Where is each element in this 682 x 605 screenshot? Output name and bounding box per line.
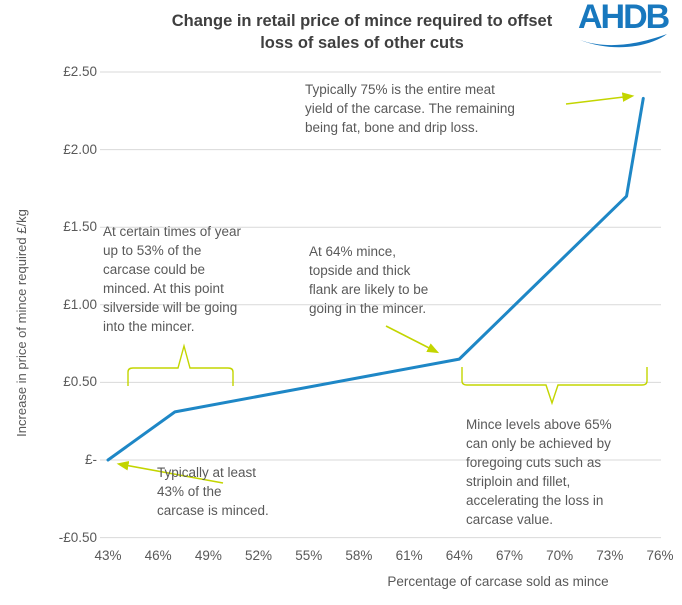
annotation-75pct-meat-yield: Typically 75% is the entire meat yield o… (305, 80, 515, 137)
annotation-line: carcase value. (466, 512, 554, 527)
arrow-to-75pct-peak (565, 92, 635, 105)
annotation-arrows (116, 92, 635, 484)
y-tick-label: £1.00 (63, 296, 97, 312)
y-tick-label: £2.00 (63, 141, 97, 157)
arrow-to-43pct-start (116, 461, 224, 484)
x-tick-label: 43% (94, 548, 122, 563)
annotation-line: up to 53% of the (103, 243, 202, 258)
x-tick-label: 55% (295, 548, 323, 563)
annotation-line: Typically at least (157, 465, 257, 480)
annotation-line: striploin and fillet, (466, 474, 571, 489)
annotation-line: minced. At this point (103, 281, 224, 296)
y-tick-label: £- (84, 452, 97, 467)
ahdb-logo-text: AHDB (578, 0, 670, 36)
annotation-line: foregoing cuts such as (466, 455, 602, 470)
x-tick-label: 49% (194, 548, 222, 563)
annotation-line: yield of the carcase. The remaining (305, 101, 515, 116)
brace-45-to-52pct (127, 343, 234, 386)
y-tick-label: £1.50 (63, 219, 97, 235)
x-tick-label: 70% (546, 548, 574, 563)
annotation-above-65pct-loss: Mince levels above 65% can only be achie… (466, 415, 612, 529)
annotation-line: can only be achieved by (466, 436, 611, 451)
annotation-line: into the mincer. (103, 319, 195, 334)
x-axis-title: Percentage of carcase sold as mince (387, 574, 609, 589)
x-tick-label: 46% (144, 548, 172, 563)
y-tick-label: £2.50 (63, 64, 97, 79)
x-tick-label: 52% (245, 548, 273, 563)
annotation-line: At certain times of year (103, 224, 242, 239)
annotation-line: being fat, bone and drip loss. (305, 120, 479, 135)
x-tick-label: 64% (445, 548, 473, 563)
annotation-64pct-topside: At 64% mince, topside and thick flank ar… (309, 242, 428, 318)
arrow-to-64pct-point (385, 325, 440, 354)
annotation-line: topside and thick (309, 263, 411, 278)
annotation-line: silverside will be going (103, 300, 238, 315)
x-tick-label: 67% (495, 548, 523, 563)
y-tick-label: -£0.50 (58, 529, 97, 545)
annotation-line: Mince levels above 65% (466, 417, 612, 432)
x-tick-label: 58% (345, 548, 373, 563)
y-axis-title: Increase in price of mince required £/kg (14, 209, 29, 437)
annotation-53pct-silverside: At certain times of year up to 53% of th… (103, 222, 241, 336)
ahdb-wave-icon (580, 34, 667, 48)
x-tick-label: 76% (646, 548, 674, 563)
chart-title-line1: Change in retail price of mince required… (171, 12, 553, 30)
annotation-line: Typically 75% is the entire meat (305, 82, 495, 97)
x-tick-label: 61% (395, 548, 423, 563)
chart-title-line2: loss of sales of other cuts (260, 34, 464, 52)
annotation-line: going in the mincer. (309, 301, 427, 316)
y-tick-label: £0.50 (63, 374, 97, 390)
annotation-line: At 64% mince, (309, 244, 397, 259)
annotation-line: 43% of the (157, 484, 222, 499)
brace-above-65pct (461, 367, 648, 406)
annotation-line: accelerating the loss in (466, 493, 604, 508)
mince-price-line (106, 96, 645, 462)
annotation-43pct-minimum: Typically at least 43% of the carcase is… (157, 463, 269, 520)
x-tick-label: 73% (596, 548, 624, 563)
annotation-line: carcase is minced. (157, 503, 269, 518)
annotation-line: carcase could be (103, 262, 206, 277)
gridlines (100, 71, 661, 539)
ahdb-logo: AHDB (578, 0, 674, 51)
annotation-line: flank are likely to be (309, 282, 429, 297)
chart-title: Change in retail price of mince required… (56, 10, 668, 54)
